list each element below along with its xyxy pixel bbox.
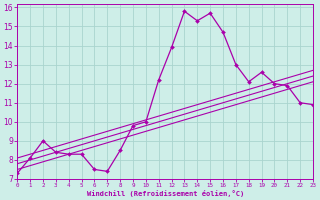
X-axis label: Windchill (Refroidissement éolien,°C): Windchill (Refroidissement éolien,°C) [86,190,244,197]
